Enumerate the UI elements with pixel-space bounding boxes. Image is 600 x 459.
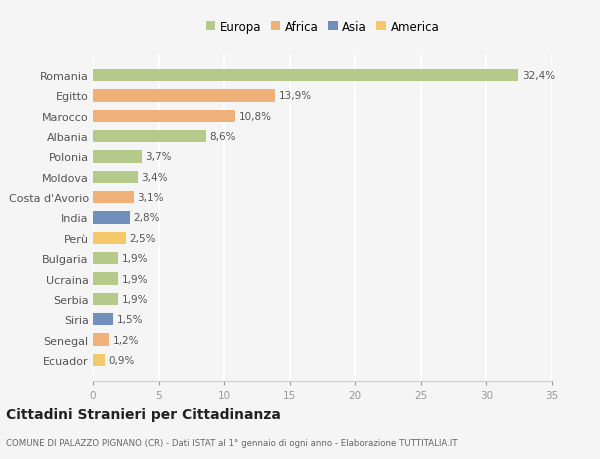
Bar [93,293,118,305]
Text: 1,2%: 1,2% [113,335,139,345]
Text: 1,5%: 1,5% [116,314,143,325]
Text: 3,7%: 3,7% [145,152,172,162]
Bar [93,151,142,163]
Bar [93,111,235,123]
Text: 13,9%: 13,9% [279,91,313,101]
Bar [93,171,137,184]
Text: 2,8%: 2,8% [134,213,160,223]
Bar [93,252,118,265]
Text: 1,9%: 1,9% [122,294,148,304]
Bar [93,334,109,346]
Text: COMUNE DI PALAZZO PIGNANO (CR) - Dati ISTAT al 1° gennaio di ogni anno - Elabora: COMUNE DI PALAZZO PIGNANO (CR) - Dati IS… [6,438,458,447]
Bar [93,70,518,82]
Text: 2,5%: 2,5% [130,233,156,243]
Bar [93,354,105,366]
Text: 32,4%: 32,4% [522,71,555,81]
Text: 1,9%: 1,9% [122,254,148,263]
Text: 10,8%: 10,8% [239,112,272,122]
Text: 1,9%: 1,9% [122,274,148,284]
Bar [93,212,130,224]
Text: Cittadini Stranieri per Cittadinanza: Cittadini Stranieri per Cittadinanza [6,407,281,421]
Bar [93,232,126,244]
Bar [93,131,206,143]
Legend: Europa, Africa, Asia, America: Europa, Africa, Asia, America [203,19,442,36]
Text: 0,9%: 0,9% [109,355,135,365]
Bar [93,192,134,204]
Bar [93,313,113,325]
Bar [93,273,118,285]
Text: 3,1%: 3,1% [137,193,164,203]
Bar [93,90,275,102]
Text: 8,6%: 8,6% [210,132,236,142]
Text: 3,4%: 3,4% [142,173,168,182]
